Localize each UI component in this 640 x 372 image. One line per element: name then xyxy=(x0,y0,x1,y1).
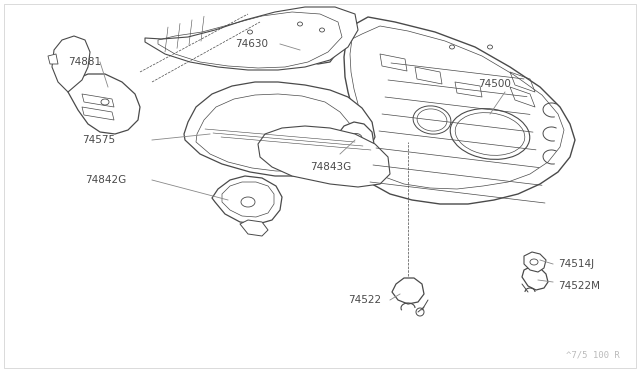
Polygon shape xyxy=(522,266,548,290)
Polygon shape xyxy=(68,74,140,134)
Polygon shape xyxy=(524,252,546,272)
Text: 74514J: 74514J xyxy=(558,259,594,269)
Text: 74522: 74522 xyxy=(348,295,381,305)
Polygon shape xyxy=(240,220,268,236)
Polygon shape xyxy=(258,126,390,187)
Text: 74630: 74630 xyxy=(235,39,268,49)
Polygon shape xyxy=(48,54,58,64)
Polygon shape xyxy=(145,7,358,70)
Polygon shape xyxy=(212,176,282,224)
Text: 74843G: 74843G xyxy=(310,162,351,172)
Polygon shape xyxy=(338,122,374,157)
Text: 74522M: 74522M xyxy=(558,281,600,291)
Text: 74881: 74881 xyxy=(68,57,101,67)
Text: 74842G: 74842G xyxy=(85,175,126,185)
Polygon shape xyxy=(282,46,295,57)
Polygon shape xyxy=(184,82,375,176)
Text: 74500: 74500 xyxy=(478,79,511,89)
Polygon shape xyxy=(344,17,575,204)
Text: ^7/5 100 R: ^7/5 100 R xyxy=(566,351,620,360)
Text: 74575: 74575 xyxy=(82,135,115,145)
Polygon shape xyxy=(52,36,90,92)
Polygon shape xyxy=(392,278,424,304)
Polygon shape xyxy=(295,34,336,64)
